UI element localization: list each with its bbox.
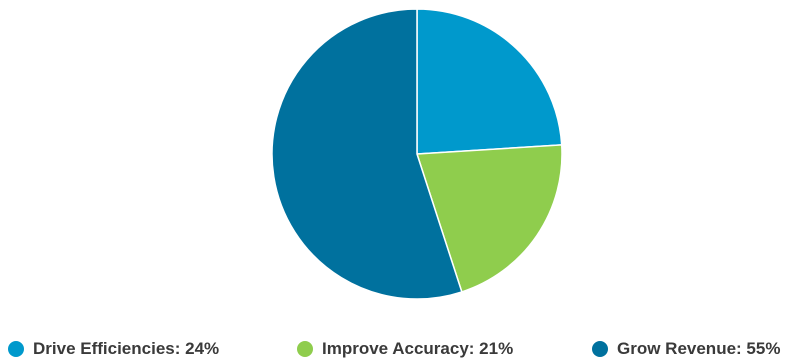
legend-swatch-improve-accuracy: [297, 341, 313, 357]
legend-item-grow-revenue: Grow Revenue: 55%: [592, 337, 780, 361]
legend-label-drive-efficiencies: Drive Efficiencies: 24%: [33, 339, 220, 358]
legend-label-grow-revenue: Grow Revenue: 55%: [617, 339, 781, 358]
legend-swatch-drive-efficiencies: [8, 341, 24, 357]
pie-slice-grow-revenue: [271, 8, 463, 300]
legend-swatch-grow-revenue: [592, 341, 608, 357]
pie-slice-improve-accuracy: [416, 144, 563, 293]
legend-label-improve-accuracy: Improve Accuracy: 21%: [322, 339, 514, 358]
legend-item-drive-efficiencies: Drive Efficiencies: 24%: [8, 337, 219, 361]
pie-slice-drive-efficiencies: [416, 8, 563, 155]
pie-slices: [271, 8, 563, 300]
chart-legend: Drive Efficiencies: 24% Improve Accuracy…: [0, 337, 789, 361]
legend-item-improve-accuracy: Improve Accuracy: 21%: [297, 337, 513, 361]
